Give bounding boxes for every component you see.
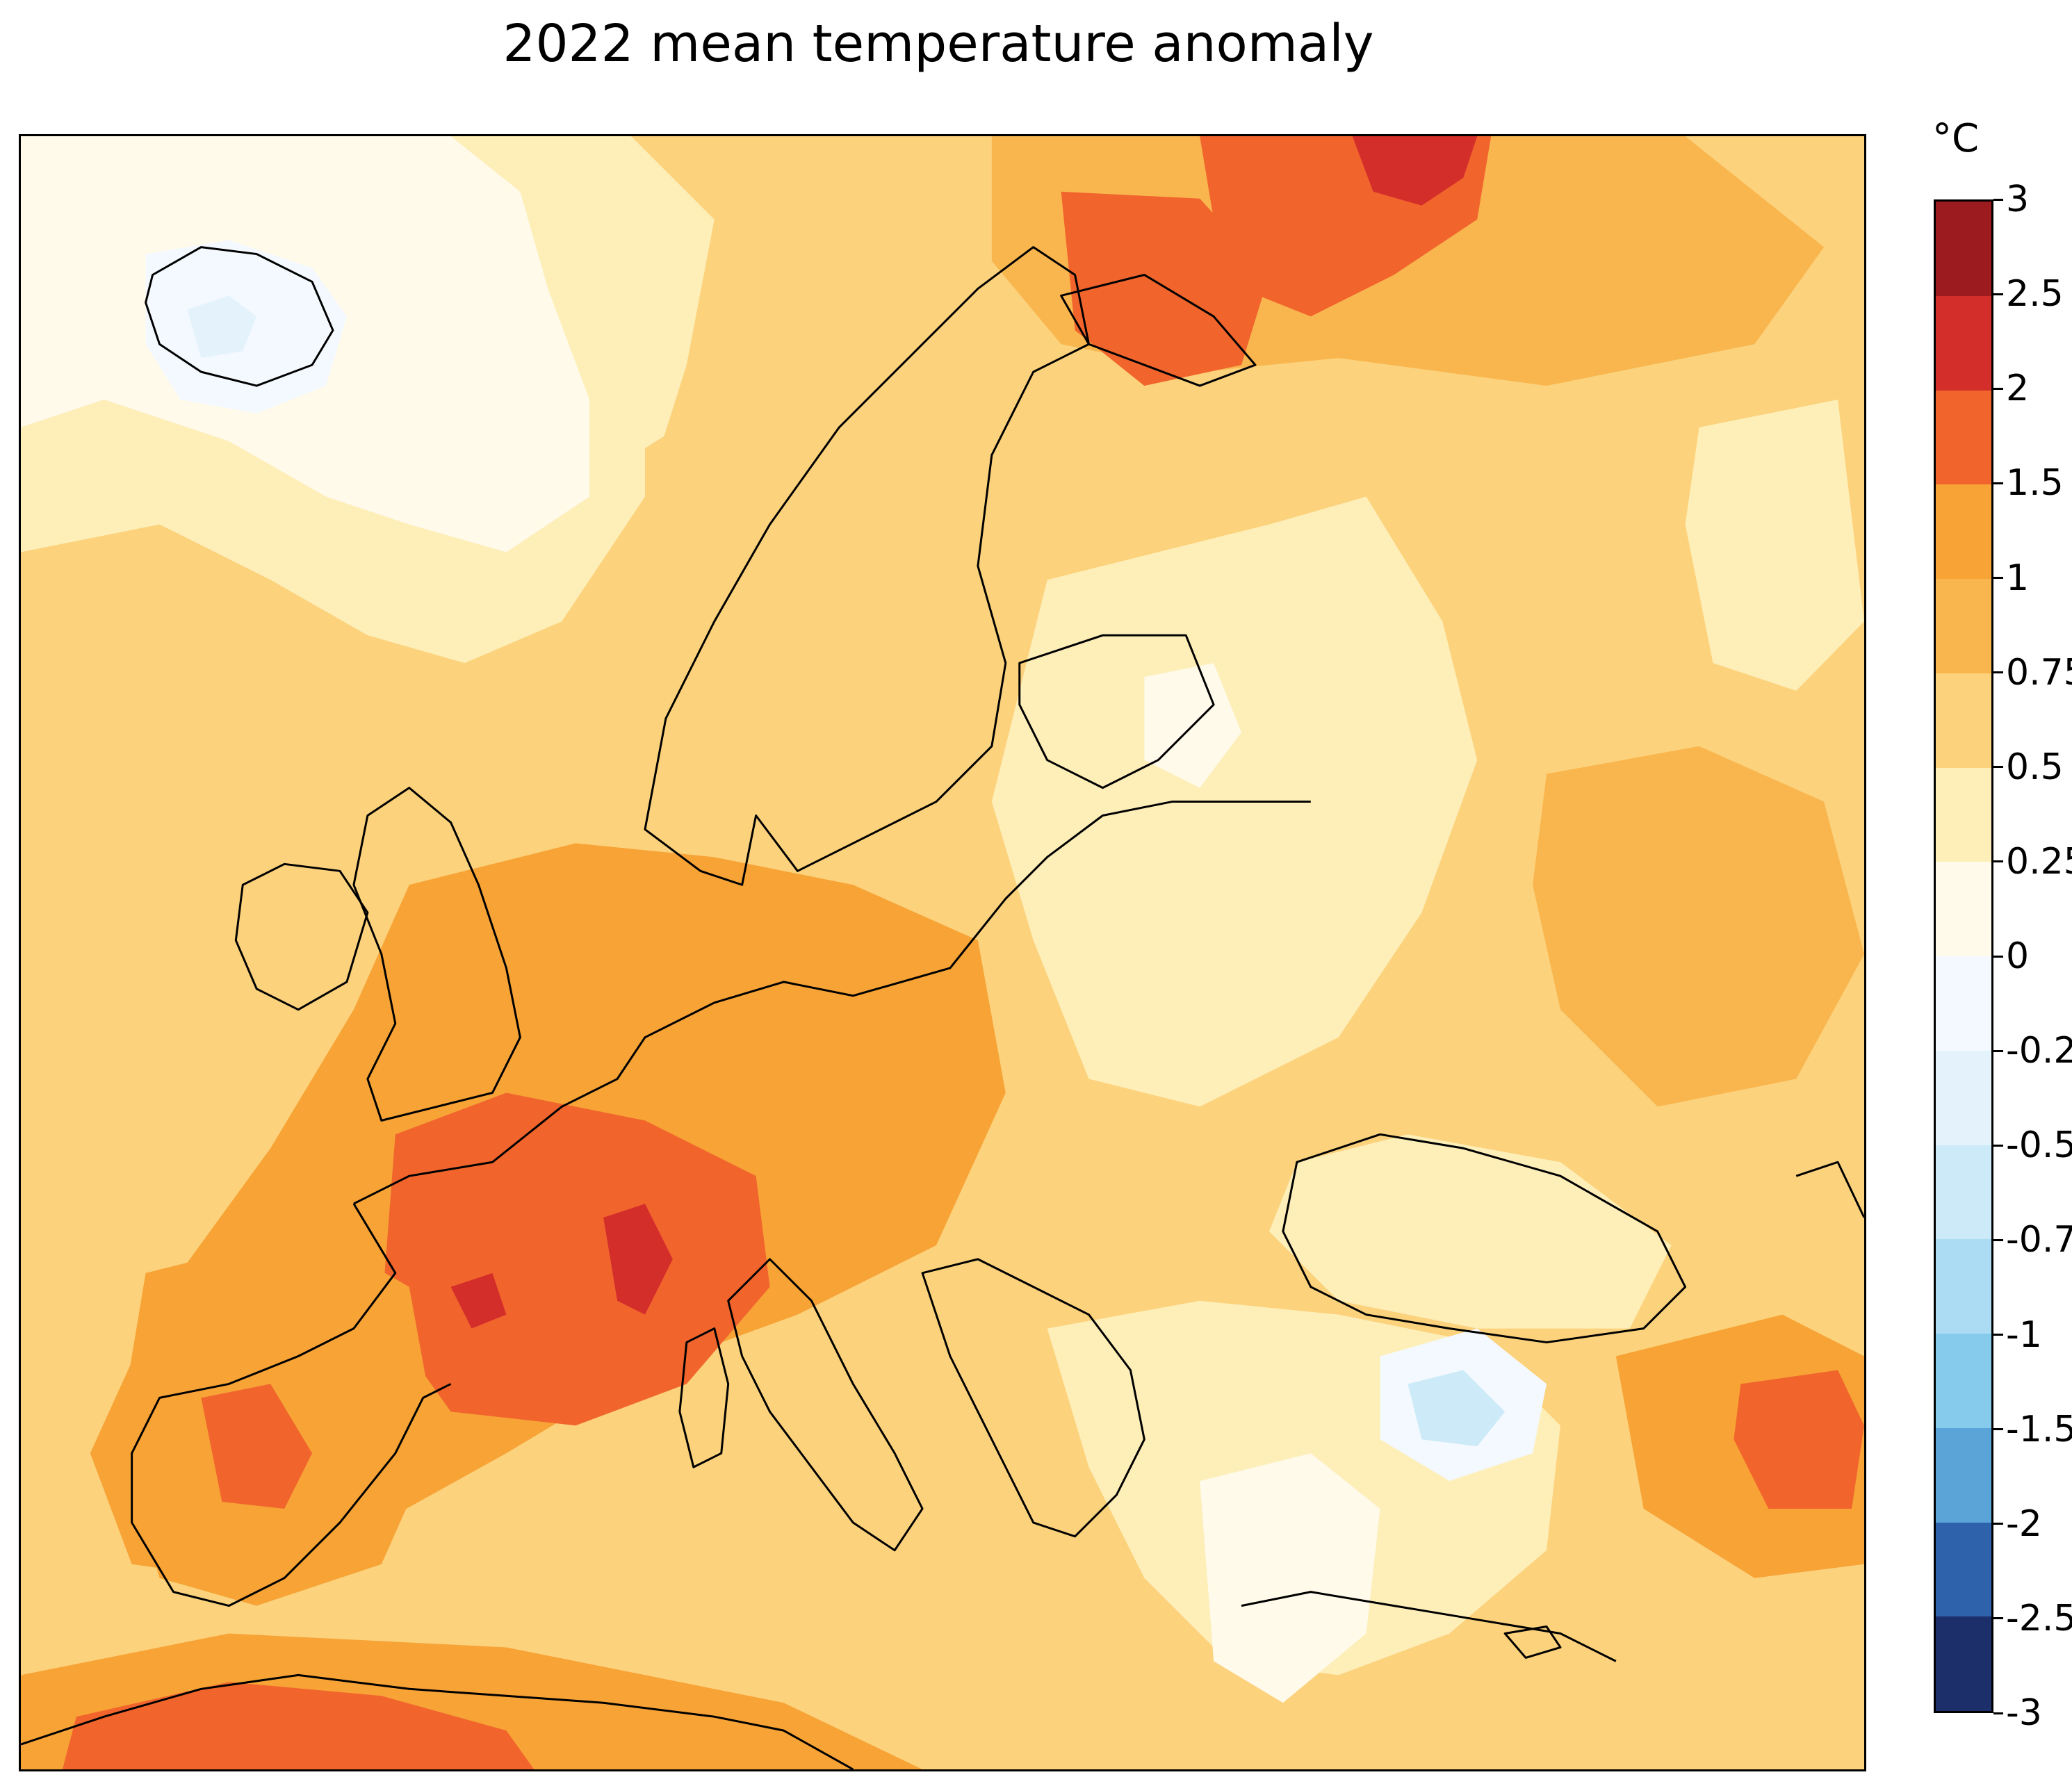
anomaly-zone-kola-hot (1061, 191, 1269, 386)
colorbar-tick (1993, 1334, 2003, 1336)
colorbar-tick (1993, 482, 2003, 484)
coastline-iceland (145, 246, 334, 387)
coastline-north-africa (21, 1673, 854, 1769)
colorbar-tick-label: 0.5 (2006, 746, 2064, 788)
colorbar-tick-label: 3 (2006, 179, 2030, 220)
coastline-balkans-greece (921, 1258, 1145, 1538)
anomaly-zone-white-sea-very-hot (1352, 136, 1478, 206)
colorbar-tick (1993, 198, 2003, 201)
coastline-kola-white-sea (1060, 273, 1257, 387)
colorbar-tick-label: 0 (2006, 935, 2030, 977)
colorbar-segment (1936, 202, 1991, 296)
anomaly-zone-caucasus-hot (1734, 1370, 1864, 1509)
colorbar-tick (1993, 293, 2003, 295)
anomaly-zone-ural-mild (1685, 400, 1864, 691)
colorbar-segment (1936, 1050, 1991, 1145)
anomaly-zone-iceland-colder (187, 295, 257, 359)
colorbar-segment (1936, 1334, 1991, 1428)
colorbar-tick-label: 1.5 (2006, 462, 2064, 505)
colorbar (1934, 199, 1993, 1713)
coastline-italy (727, 1258, 924, 1552)
colorbar-tick-label: -0.5 (2006, 1124, 2072, 1167)
colorbar-segment (1936, 956, 1991, 1051)
colorbar-tick (1993, 1238, 2003, 1241)
anomaly-zone-anatolia-colder (1408, 1370, 1506, 1447)
anomaly-zone-iberia-hot (201, 1384, 313, 1509)
colorbar-tick-label: -2 (2006, 1502, 2042, 1545)
coastline-cyprus (1503, 1625, 1562, 1659)
colorbar-tick (1993, 955, 2003, 958)
coastline-black-sea (1282, 1133, 1687, 1344)
coastline-great-britain (352, 787, 521, 1122)
colorbar-tick-label: -1.5 (2006, 1408, 2072, 1450)
colorbar-tick (1993, 671, 2003, 674)
anomaly-zone-france-hot (381, 1092, 770, 1426)
colorbar-segment (1936, 1616, 1991, 1711)
colorbar-unit: °C (1932, 116, 1980, 161)
coastline-sardinia-corsica (678, 1327, 730, 1468)
colorbar-tick-label: -3 (2006, 1692, 2042, 1734)
colorbar-tick (1993, 577, 2003, 579)
colorbar-segment (1936, 767, 1991, 862)
colorbar-tick-label: -1 (2006, 1313, 2042, 1356)
anomaly-zone-north-africa-hot (62, 1682, 535, 1769)
coastlines (21, 246, 1864, 1769)
colorbar-tick-label: 0.75 (2006, 651, 2072, 694)
anomaly-zone-aegean-neutral (1200, 1453, 1380, 1703)
colorbar-tick (1993, 766, 2003, 769)
anomaly-zone-scandinavia-warm (644, 358, 964, 760)
colorbar-tick-label: 1 (2006, 557, 2030, 599)
colorbar-tick-label: -0.75 (2006, 1219, 2072, 1261)
map-title: 2022 mean temperature anomaly (503, 14, 1374, 74)
colorbar-tick (1993, 1523, 2003, 1525)
colorbar-segment (1936, 295, 1991, 391)
colorbar-segment (1936, 673, 1991, 768)
colorbar-tick (1993, 1617, 2003, 1620)
colorbar-segment (1936, 390, 1991, 485)
colorbar-tick-label: 2 (2006, 368, 2030, 410)
colorbar-segment (1936, 484, 1991, 579)
colorbar-segment (1936, 1145, 1991, 1240)
colorbar-segment (1936, 579, 1991, 673)
coastline-finland-baltic (1018, 634, 1215, 789)
colorbar-segment (1936, 862, 1991, 956)
colorbar-tick (1993, 1049, 2003, 1052)
anomaly-map (21, 136, 1864, 1769)
anomaly-zone-alps-very-hot (450, 1272, 507, 1329)
colorbar-tick-label: -0.25 (2006, 1030, 2072, 1072)
colorbar-tick-label: 2.5 (2006, 273, 2064, 316)
colorbar-tick-label: -2.5 (2006, 1597, 2072, 1639)
coastline-mainland-europe-north (353, 801, 1311, 1205)
colorbar-tick (1993, 1144, 2003, 1147)
anomaly-zone-russia-east-warm (1533, 746, 1864, 1107)
colorbar-tick (1993, 387, 2003, 390)
colorbar-tick (1993, 1428, 2003, 1431)
map-frame (19, 134, 1866, 1771)
coastline-turkey-south (1241, 1591, 1617, 1662)
coastline-scandinavia (644, 246, 1091, 886)
coastline-ireland (234, 862, 369, 1011)
colorbar-tick-label: 0.25 (2006, 840, 2072, 883)
coastline-caspian (1795, 1161, 1864, 1218)
anomaly-zone-france-very-hot (603, 1204, 673, 1315)
coastline-iberia (131, 1203, 452, 1607)
colorbar-segment (1936, 1239, 1991, 1334)
colorbar-tick (1993, 860, 2003, 863)
colorbar-segment (1936, 1522, 1991, 1617)
colorbar-tick (1993, 1712, 2003, 1714)
colorbar-segment (1936, 1427, 1991, 1523)
